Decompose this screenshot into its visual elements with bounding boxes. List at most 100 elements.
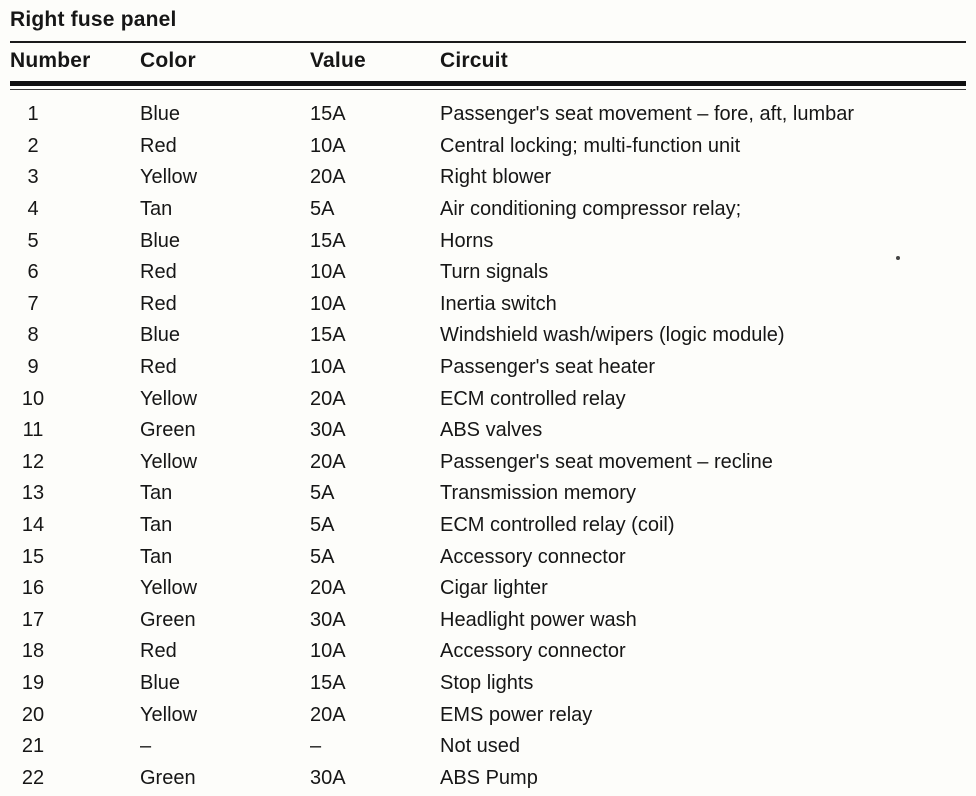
cell-fuse-circuit: Passenger's seat movement – recline xyxy=(440,450,773,473)
table-row: 21 – – Not used xyxy=(10,731,966,763)
cell-fuse-color: Red xyxy=(140,356,177,379)
cell-fuse-value: 15A xyxy=(310,671,346,694)
cell-fuse-number: 1 xyxy=(27,103,39,126)
table-row: 11 Green 30A ABS valves xyxy=(10,415,966,447)
cell-fuse-number: 4 xyxy=(27,198,39,221)
table-row: 13 Tan 5A Transmission memory xyxy=(10,478,966,510)
cell-fuse-circuit: Passenger's seat movement – fore, aft, l… xyxy=(440,103,855,126)
cell-fuse-circuit: ABS valves xyxy=(440,419,543,442)
table-row: 4 Tan 5A Air conditioning compressor rel… xyxy=(10,194,966,226)
cell-fuse-circuit: Headlight power wash xyxy=(440,608,637,631)
cell-fuse-color: Green xyxy=(140,608,196,631)
table-row: 5 Blue 15A Horns xyxy=(10,225,966,257)
cell-fuse-color: Yellow xyxy=(140,387,198,410)
table-row: 19 Blue 15A Stop lights xyxy=(10,668,966,700)
cell-fuse-circuit: Right blower xyxy=(440,166,552,189)
cell-fuse-color: Yellow xyxy=(140,450,198,473)
cell-fuse-number: 10 xyxy=(21,387,45,410)
table-row: 6 Red 10A Turn signals xyxy=(10,257,966,289)
cell-fuse-color: Tan xyxy=(140,482,173,505)
cell-fuse-value: 30A xyxy=(310,419,346,442)
cell-fuse-number: 11 xyxy=(22,419,44,442)
cell-fuse-circuit: Not used xyxy=(440,735,521,758)
page-title: Right fuse panel xyxy=(10,8,177,31)
cell-fuse-value: 10A xyxy=(310,356,346,379)
fuse-table-body: 1 Blue 15A Passenger's seat movement – f… xyxy=(10,99,966,794)
cell-fuse-color: Green xyxy=(140,419,196,442)
table-row: 7 Red 10A Inertia switch xyxy=(10,289,966,321)
cell-fuse-color: Yellow xyxy=(140,577,198,600)
cell-fuse-circuit: EMS power relay xyxy=(440,703,593,726)
cell-fuse-value: 5A xyxy=(310,514,335,537)
cell-fuse-color: Red xyxy=(140,261,177,284)
cell-fuse-color: Blue xyxy=(140,324,181,347)
cell-fuse-value: 15A xyxy=(310,103,346,126)
cell-fuse-number: 13 xyxy=(21,482,45,505)
table-row: 9 Red 10A Passenger's seat heater xyxy=(10,352,966,384)
title-rule xyxy=(10,41,966,43)
column-header-number: Number xyxy=(10,49,91,72)
table-row: 18 Red 10A Accessory connector xyxy=(10,636,966,668)
cell-fuse-number: 12 xyxy=(21,450,45,473)
cell-fuse-color: Yellow xyxy=(140,703,198,726)
column-header-color: Color xyxy=(140,49,196,72)
cell-fuse-value: 20A xyxy=(310,166,346,189)
cell-fuse-circuit: Horns xyxy=(440,229,494,252)
cell-fuse-value: 15A xyxy=(310,229,346,252)
cell-fuse-color: – xyxy=(140,735,152,758)
cell-fuse-circuit: ABS Pump xyxy=(440,766,538,789)
cell-fuse-value: 20A xyxy=(310,387,346,410)
cell-fuse-circuit: Passenger's seat heater xyxy=(440,356,656,379)
cell-fuse-color: Tan xyxy=(140,545,173,568)
cell-fuse-value: 5A xyxy=(310,545,335,568)
cell-fuse-circuit: Transmission memory xyxy=(440,482,636,505)
cell-fuse-circuit: Accessory connector xyxy=(440,640,626,663)
cell-fuse-number: 20 xyxy=(21,703,45,726)
cell-fuse-circuit: Windshield wash/wipers (logic module) xyxy=(440,324,785,347)
table-row: 16 Yellow 20A Cigar lighter xyxy=(10,573,966,605)
cell-fuse-value: – xyxy=(310,735,322,758)
cell-fuse-circuit: ECM controlled relay (coil) xyxy=(440,514,675,537)
table-row: 1 Blue 15A Passenger's seat movement – f… xyxy=(10,99,966,131)
cell-fuse-color: Tan xyxy=(140,198,173,221)
cell-fuse-value: 10A xyxy=(310,640,346,663)
cell-fuse-number: 19 xyxy=(21,671,45,694)
table-row: 8 Blue 15A Windshield wash/wipers (logic… xyxy=(10,320,966,352)
cell-fuse-circuit: Cigar lighter xyxy=(440,577,548,600)
cell-fuse-circuit: Stop lights xyxy=(440,671,534,694)
cell-fuse-number: 16 xyxy=(21,577,45,600)
cell-fuse-number: 14 xyxy=(21,514,45,537)
cell-fuse-color: Blue xyxy=(140,103,181,126)
cell-fuse-circuit: Accessory connector xyxy=(440,545,626,568)
table-row: 14 Tan 5A ECM controlled relay (coil) xyxy=(10,510,966,542)
table-row: 22 Green 30A ABS Pump xyxy=(10,762,966,794)
cell-fuse-value: 30A xyxy=(310,766,346,789)
cell-fuse-color: Green xyxy=(140,766,196,789)
scan-speck xyxy=(896,256,900,260)
cell-fuse-number: 21 xyxy=(21,735,45,758)
table-row: 10 Yellow 20A ECM controlled relay xyxy=(10,383,966,415)
cell-fuse-value: 30A xyxy=(310,608,346,631)
column-header-circuit: Circuit xyxy=(440,49,508,72)
cell-fuse-value: 10A xyxy=(310,134,346,157)
cell-fuse-value: 20A xyxy=(310,450,346,473)
header-rule-thick xyxy=(10,81,966,86)
cell-fuse-value: 10A xyxy=(310,292,346,315)
cell-fuse-color: Tan xyxy=(140,514,173,537)
table-row: 20 Yellow 20A EMS power relay xyxy=(10,699,966,731)
cell-fuse-color: Blue xyxy=(140,229,181,252)
table-row: 3 Yellow 20A Right blower xyxy=(10,162,966,194)
cell-fuse-color: Red xyxy=(140,292,177,315)
cell-fuse-value: 20A xyxy=(310,577,346,600)
cell-fuse-value: 5A xyxy=(310,198,335,221)
cell-fuse-number: 18 xyxy=(21,640,45,663)
cell-fuse-value: 10A xyxy=(310,261,346,284)
table-header-row: Number Color Value Circuit xyxy=(10,43,966,81)
column-header-value: Value xyxy=(310,49,366,72)
cell-fuse-circuit: Central locking; multi-function unit xyxy=(440,134,741,157)
cell-fuse-number: 22 xyxy=(21,766,45,789)
cell-fuse-number: 15 xyxy=(21,545,45,568)
cell-fuse-number: 6 xyxy=(27,261,39,284)
table-row: 12 Yellow 20A Passenger's seat movement … xyxy=(10,447,966,479)
